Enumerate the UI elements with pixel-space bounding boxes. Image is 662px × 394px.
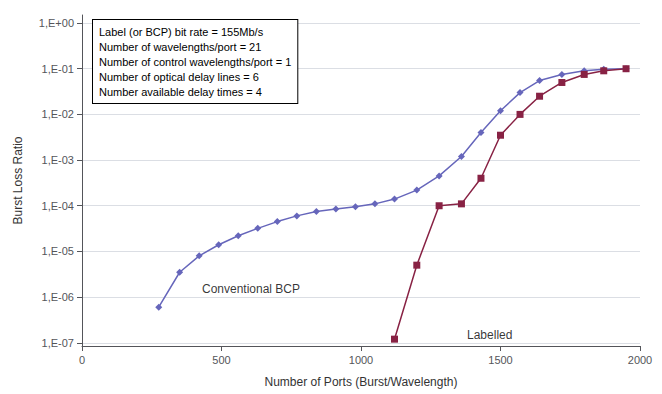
svg-text:1,E-03: 1,E-03 <box>42 154 74 166</box>
svg-text:1,E-07: 1,E-07 <box>42 337 74 349</box>
svg-text:1,E-04: 1,E-04 <box>42 200 74 212</box>
svg-text:Burst Loss Ratio: Burst Loss Ratio <box>11 136 25 224</box>
svg-text:500: 500 <box>212 354 230 366</box>
svg-text:1,E+00: 1,E+00 <box>39 17 74 29</box>
svg-text:Label (or BCP) bit rate = 155M: Label (or BCP) bit rate = 155Mb/s <box>99 26 264 38</box>
svg-text:Number of Ports (Burst/Wavelen: Number of Ports (Burst/Wavelength) <box>265 375 458 389</box>
svg-text:Conventional BCP: Conventional BCP <box>202 282 300 296</box>
svg-text:1,E-01: 1,E-01 <box>42 63 74 75</box>
svg-text:1,E-06: 1,E-06 <box>42 291 74 303</box>
svg-text:Number of optical delay lines: Number of optical delay lines = 6 <box>99 71 259 83</box>
svg-text:Number available delay times =: Number available delay times = 4 <box>99 86 262 98</box>
svg-text:Labelled: Labelled <box>467 328 512 342</box>
svg-text:Number of wavelengths/port = 2: Number of wavelengths/port = 21 <box>99 41 261 53</box>
svg-text:2000: 2000 <box>628 354 652 366</box>
svg-text:1,E-05: 1,E-05 <box>42 245 74 257</box>
svg-text:Number of control wavelengths/: Number of control wavelengths/port = 1 <box>99 56 291 68</box>
svg-text:1,E-02: 1,E-02 <box>42 108 74 120</box>
svg-text:0: 0 <box>79 354 85 366</box>
svg-text:1500: 1500 <box>488 354 512 366</box>
svg-text:1000: 1000 <box>349 354 373 366</box>
